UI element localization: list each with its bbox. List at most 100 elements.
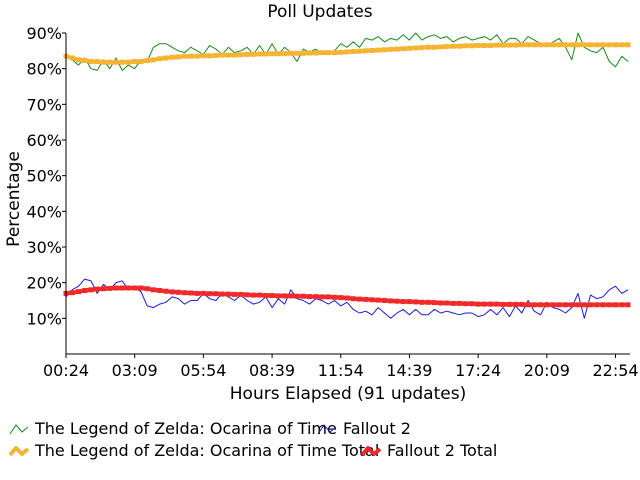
data-point	[88, 59, 94, 64]
data-point	[232, 291, 238, 297]
x-axis-label: Hours Elapsed (91 updates)	[230, 384, 466, 404]
data-point	[400, 299, 406, 305]
data-point	[382, 47, 387, 53]
data-point	[463, 301, 469, 307]
data-point	[525, 42, 531, 48]
data-point	[332, 294, 337, 300]
data-point	[282, 293, 288, 299]
data-point	[450, 300, 456, 306]
data-point	[350, 296, 356, 302]
data-point	[369, 297, 375, 303]
data-point	[556, 42, 562, 48]
data-point	[357, 48, 362, 54]
data-point	[288, 50, 294, 56]
data-point	[213, 53, 219, 58]
data-point	[338, 295, 344, 301]
data-point	[406, 45, 412, 51]
data-point	[219, 52, 225, 58]
data-point	[157, 56, 163, 62]
series-layer	[63, 32, 631, 319]
data-point	[307, 50, 312, 56]
data-point	[363, 296, 369, 302]
data-point	[344, 49, 350, 55]
data-point	[119, 285, 125, 291]
data-point	[194, 53, 200, 59]
data-point	[288, 293, 294, 299]
data-point	[138, 59, 144, 64]
data-point	[169, 289, 175, 295]
data-point	[588, 42, 593, 48]
data-point	[182, 290, 188, 296]
data-point	[450, 43, 456, 49]
data-point	[150, 287, 156, 293]
data-point	[269, 293, 275, 298]
data-point	[213, 291, 219, 297]
data-point	[269, 51, 275, 57]
data-point	[369, 48, 375, 53]
data-point	[175, 54, 181, 60]
data-point	[469, 43, 475, 49]
data-point	[76, 57, 81, 63]
x-tick-label: 03:09	[112, 361, 158, 380]
data-point	[282, 51, 288, 57]
data-point	[475, 43, 481, 48]
data-point	[556, 302, 562, 308]
data-point	[344, 295, 350, 301]
data-point	[157, 288, 163, 293]
data-point	[82, 58, 88, 63]
data-point	[544, 42, 550, 48]
data-point	[200, 53, 206, 59]
series-fallout-2-total	[63, 285, 631, 308]
data-point	[125, 59, 131, 65]
data-point	[94, 286, 100, 292]
data-point	[69, 55, 75, 61]
data-point	[182, 53, 188, 59]
data-point	[550, 42, 556, 48]
data-point	[488, 43, 494, 48]
data-point	[438, 44, 444, 50]
data-point	[294, 50, 300, 56]
y-tick-label: 70%	[26, 95, 62, 114]
data-point	[101, 59, 106, 65]
y-tick-label: 50%	[26, 167, 62, 186]
data-point	[394, 46, 400, 52]
data-point	[194, 290, 200, 296]
data-point	[138, 285, 144, 291]
data-point	[69, 290, 75, 296]
data-point	[456, 43, 462, 49]
poll-updates-chart: Poll Updates Percentage Hours Elapsed (9…	[4, 2, 639, 404]
data-point	[413, 45, 419, 51]
data-point	[463, 43, 469, 49]
series-fallout-2	[65, 278, 629, 319]
data-point	[250, 292, 256, 298]
data-point	[175, 289, 181, 295]
data-point	[150, 57, 156, 63]
data-point	[419, 45, 425, 51]
data-point	[531, 42, 537, 48]
data-point	[444, 300, 450, 306]
data-point	[606, 302, 612, 308]
data-point	[338, 49, 344, 55]
data-point	[144, 286, 150, 292]
data-point	[188, 53, 194, 59]
data-point	[357, 296, 362, 302]
data-point	[513, 42, 519, 48]
data-point	[500, 301, 506, 307]
data-point	[238, 291, 244, 297]
data-point	[494, 42, 500, 48]
data-point	[332, 50, 337, 56]
legend: The Legend of Zelda: Ocarina of Time Fal…	[8, 418, 638, 462]
y-axis-label: Percentage	[4, 151, 24, 247]
series-line-fallout-2	[65, 278, 629, 319]
data-point	[257, 51, 263, 57]
data-point	[481, 301, 487, 307]
data-point	[394, 298, 400, 304]
y-tick-label: 90%	[26, 24, 62, 43]
legend-swatch-fallout	[317, 424, 337, 435]
data-point	[200, 290, 206, 296]
data-point	[244, 292, 250, 298]
data-point	[94, 59, 100, 64]
data-point	[76, 289, 81, 295]
legend-label-fallout-total: Fallout 2 Total	[387, 441, 498, 460]
data-point	[563, 42, 569, 48]
